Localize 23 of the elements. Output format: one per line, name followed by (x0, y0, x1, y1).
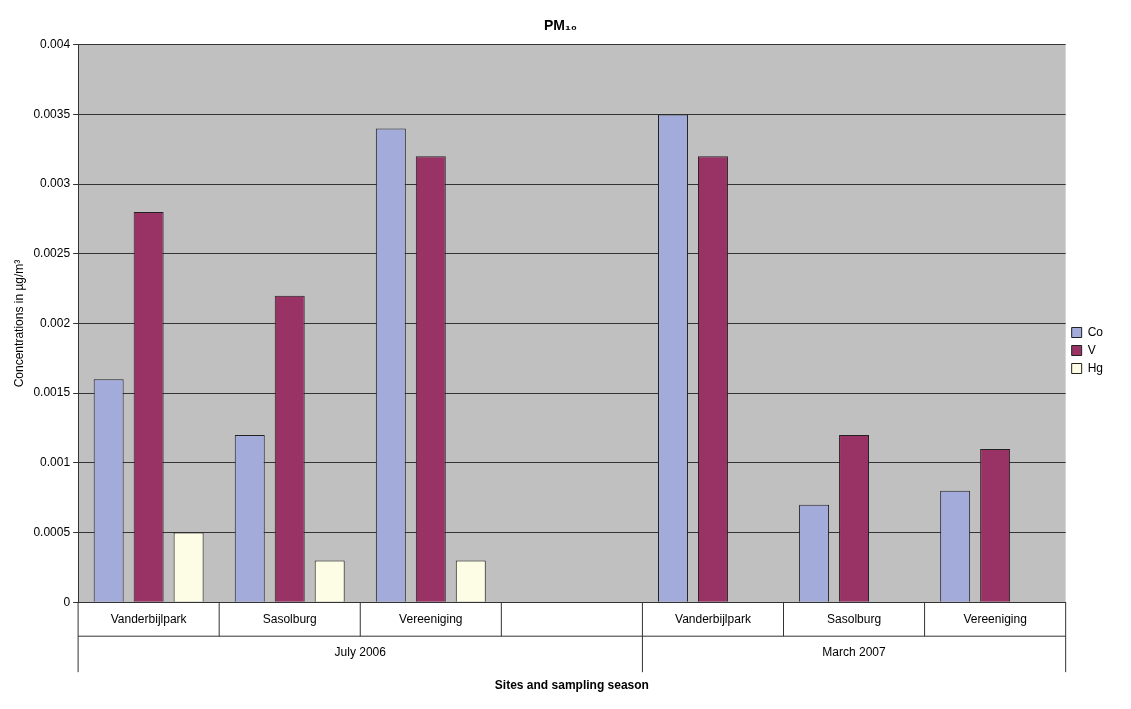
x-tick-label: Vereeniging (963, 611, 1027, 626)
x-tick-label: Sasolburg (827, 611, 882, 626)
chart-title: PM₁₀ (543, 17, 578, 34)
x-tick-label: Vereeniging (399, 611, 463, 626)
legend-label: Hg (1087, 360, 1103, 375)
x-tick-label: Sasolburg (262, 611, 317, 626)
x-tick-label: Vanderbijlpark (675, 611, 752, 626)
legend-label: V (1087, 342, 1096, 357)
y-tick-label: 0.004 (40, 37, 71, 52)
y-tick-label: 0.0015 (33, 385, 71, 400)
text: July 2006 (334, 644, 387, 659)
y-tick-label: 0.0005 (33, 524, 71, 539)
y-tick-label: 0.001 (40, 455, 71, 470)
x-axis-title: Sites and sampling season (494, 678, 649, 693)
y-tick-label: 0.0035 (33, 106, 71, 121)
y-tick-label: 0 (63, 594, 71, 609)
text: March 2007 (822, 644, 887, 659)
x-tick-label: Vanderbijlpark (110, 611, 188, 626)
y-tick-label: 0.003 (40, 176, 71, 191)
y-tick-label: 0.002 (40, 315, 71, 330)
legend-label: Co (1087, 324, 1104, 339)
y-tick-label: 0.0025 (33, 246, 71, 261)
y-axis-title: Concentrations in µg/m³ (11, 259, 26, 388)
